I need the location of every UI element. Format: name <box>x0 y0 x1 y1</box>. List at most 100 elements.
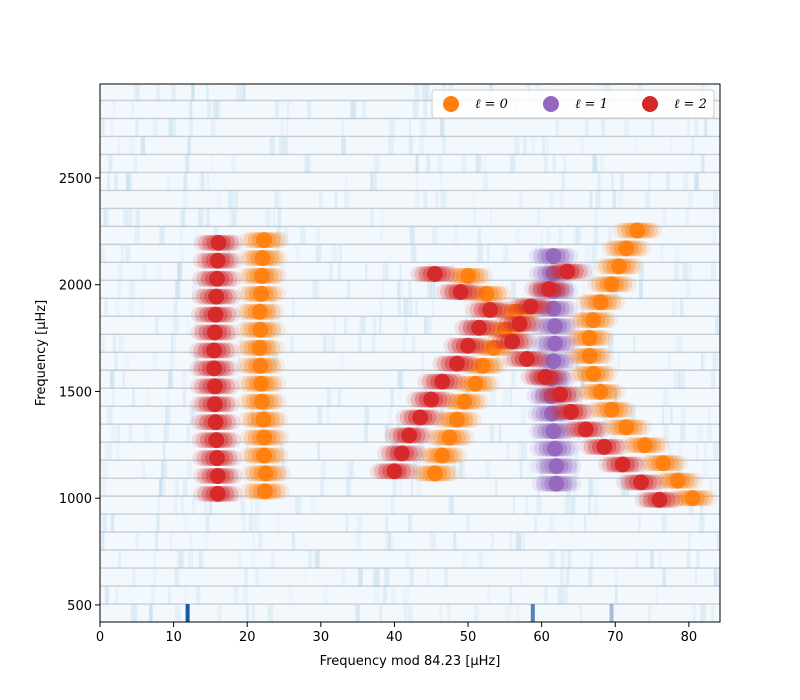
data-point-trail <box>535 298 552 315</box>
spectrum-stripe <box>344 190 350 209</box>
spectrum-stripe <box>187 550 194 569</box>
spectrum-stripe <box>421 84 425 101</box>
data-point-trail <box>585 347 602 364</box>
data-point-trail <box>443 266 460 283</box>
data-point-trail <box>575 403 592 420</box>
data-point-trail <box>210 360 227 377</box>
spectrum-stripe <box>117 550 122 569</box>
data-point <box>496 321 513 338</box>
spectrum-stripe <box>380 208 384 227</box>
spectrum-stripe <box>673 262 679 281</box>
data-point-trail <box>222 360 239 377</box>
spectrum-stripe <box>567 460 572 479</box>
data-point <box>208 432 225 449</box>
spectrum-stripe <box>197 208 204 227</box>
data-point-trail <box>475 319 492 336</box>
data-point-trail <box>196 270 213 287</box>
data-point-trail <box>219 378 236 395</box>
y-axis-label: Frequency [μHz] <box>34 300 49 406</box>
spectrum-stripe <box>140 136 146 155</box>
spectrum-stripe <box>319 478 325 497</box>
data-point <box>545 353 562 370</box>
legend-box <box>431 89 715 119</box>
spectrum-stripe <box>375 568 381 587</box>
data-point <box>252 321 269 338</box>
spectrum-stripe <box>118 334 124 353</box>
data-point-trail <box>531 298 548 315</box>
data-point-trail <box>265 321 282 338</box>
spectrum-stripe <box>183 172 188 191</box>
data-point-trail <box>641 474 658 491</box>
spectrum-stripe <box>108 154 113 173</box>
spectrum-stripe <box>192 352 196 371</box>
data-point-trail <box>615 258 632 275</box>
spectrum-stripe <box>415 190 421 209</box>
data-point-trail <box>534 318 551 335</box>
spectrum-stripe <box>567 550 572 569</box>
data-point-trail <box>236 375 253 392</box>
data-point-trail <box>622 419 639 436</box>
data-point <box>592 294 609 311</box>
data-point-trail <box>224 414 241 431</box>
spectrum-stripe <box>153 118 158 137</box>
spectrum-stripe <box>379 604 383 622</box>
spectrum-stripe <box>486 586 491 605</box>
spectrum-stripe <box>662 208 667 227</box>
spectrum-stripe <box>589 550 594 569</box>
spectrum-stripe <box>494 478 498 497</box>
spectrum-stripe <box>373 586 380 605</box>
spectrum-stripe <box>341 136 346 155</box>
spectrum-stripe <box>374 154 380 173</box>
spectrum-stripe <box>209 496 213 515</box>
spectrum-stripe <box>248 514 254 533</box>
data-point <box>401 427 418 444</box>
data-point-trail <box>476 337 493 354</box>
data-point-trail <box>267 249 284 266</box>
spectrum-stripe <box>448 496 454 515</box>
spectrum-stripe <box>217 388 221 407</box>
data-point <box>253 285 270 302</box>
data-point-trail <box>465 283 482 300</box>
data-point-trail <box>235 321 252 338</box>
spectrum-stripe <box>315 550 321 569</box>
spectrum-stripe <box>695 442 699 461</box>
spectrum-stripe <box>510 154 516 173</box>
spectrum-stripe <box>459 460 465 479</box>
data-point-trail <box>240 483 257 500</box>
spectrum-stripe <box>113 172 118 191</box>
data-point-trail <box>469 301 486 318</box>
spectrum-stripe <box>686 262 692 281</box>
spectrum-stripe <box>415 154 419 173</box>
spectrum-stripe <box>165 406 171 425</box>
spectrum-stripe <box>584 118 589 137</box>
spectrum-stripe <box>206 84 209 101</box>
data-point-trail <box>598 330 615 347</box>
data-point-trail <box>571 403 588 420</box>
spectrum-stripe <box>557 586 563 605</box>
data-point-trail <box>197 485 214 502</box>
spectrum-stripe <box>290 334 294 353</box>
spectrum-stripe <box>410 478 414 497</box>
spectrum-stripe <box>192 496 196 515</box>
data-point-trail <box>549 423 566 440</box>
spectrum-stripe <box>502 244 507 263</box>
spectrum-stripe <box>218 370 225 389</box>
spectrum-stripe <box>168 370 172 389</box>
spectrum-stripe <box>701 154 705 173</box>
data-point-trail <box>653 437 670 454</box>
data-point-trail <box>553 280 570 297</box>
data-point-trail <box>406 445 423 462</box>
data-point-trail <box>239 339 256 356</box>
spectrum-stripe <box>167 586 172 605</box>
data-point-trail <box>431 465 448 482</box>
data-point-trail <box>454 429 471 446</box>
spectrum-stripe <box>126 208 133 227</box>
data-point-trail <box>269 483 286 500</box>
data-point-trail <box>568 312 585 329</box>
spectrum-stripe <box>271 550 275 569</box>
data-point-trail <box>605 240 622 257</box>
y-tick-label: 2000 <box>59 279 92 294</box>
data-point-trail <box>399 463 416 480</box>
spectrum-stripe <box>700 352 705 371</box>
data-point-trail <box>550 403 567 420</box>
